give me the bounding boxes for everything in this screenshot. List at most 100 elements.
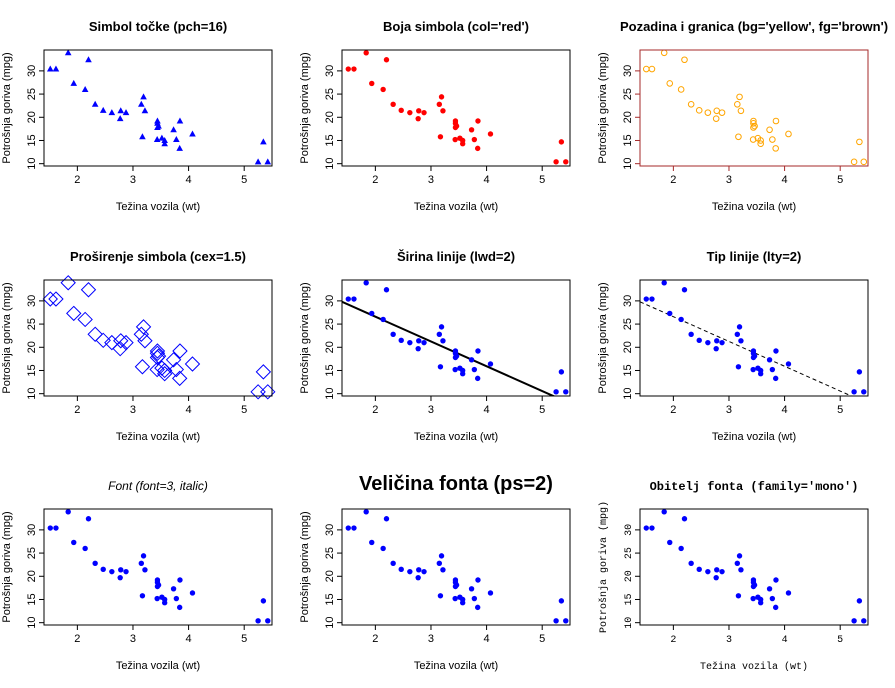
data-point [735,364,742,370]
y-tick-label: 15 [26,593,38,605]
x-tick-label: 3 [130,174,136,186]
data-point [487,131,494,137]
data-point [52,65,60,72]
plot-frame [341,49,571,167]
data-point [109,568,115,575]
y-tick-label: 30 [324,65,336,77]
x-tick-label: 5 [837,404,843,416]
data-point [82,545,88,552]
data-point [104,334,120,351]
data-point [255,618,261,624]
data-point [487,361,494,367]
data-point [436,560,443,566]
data-point [677,86,685,93]
data-point [250,384,266,400]
data-point [154,577,161,583]
y-tick-label: 10 [324,617,336,629]
y-tick-label: 30 [26,524,38,536]
data-point [471,595,478,602]
x-axis-label: Težina vozila (wt) [712,431,796,443]
y-tick-label: 10 [622,388,634,400]
y-tick-label: 20 [624,570,635,582]
x-tick-label: 2 [372,404,378,416]
data-point [563,618,569,624]
data-point [65,509,71,515]
y-tick-label: 20 [324,341,336,353]
x-tick-label: 5 [837,174,843,186]
x-tick-label: 4 [484,404,490,416]
data-point [452,124,459,131]
panel-title: Boja simbola (col='red') [383,19,529,34]
y-tick-label: 30 [624,524,635,536]
data-point [265,618,271,624]
data-point [47,525,53,531]
data-point [468,357,475,363]
data-point [696,337,702,344]
x-tick-label: 3 [428,633,434,645]
y-tick-label: 25 [324,547,336,559]
data-point [474,604,481,611]
data-point [440,338,446,344]
data-point [351,296,357,302]
y-axis-label: Potrošnja goriva (mpg) [1,511,13,622]
data-point [643,296,649,302]
data-point [860,158,868,166]
data-point [189,590,196,596]
data-point [661,280,667,286]
data-point [168,361,185,378]
data-point [173,136,180,143]
data-point [440,108,446,114]
x-tick-label: 4 [186,404,192,416]
data-point [260,138,267,145]
data-point [369,539,375,546]
data-point [134,359,151,375]
data-point [773,348,779,354]
x-tick-label: 3 [428,404,434,416]
y-axis-label: Potrošnja goriva (mpg) [299,52,311,163]
data-point [712,115,720,122]
x-tick-label: 5 [539,174,545,186]
y-tick-label: 15 [324,593,336,605]
data-point [766,126,773,134]
data-point [766,586,773,592]
data-point [173,595,180,602]
data-point [113,333,129,349]
data-point [95,332,111,349]
data-point [260,384,276,400]
data-point [757,596,764,603]
data-point [140,93,147,100]
y-tick-label: 25 [622,318,634,330]
y-tick-label: 20 [324,570,336,582]
data-point [123,568,129,575]
data-point [766,357,773,363]
data-point [769,595,776,602]
x-axis-label: Težina vozila (wt) [700,661,808,673]
y-axis-label: Potrošnja goriva (mpg) [1,52,13,163]
data-point [380,545,386,552]
x-axis-label: Težina vozila (wt) [116,431,200,443]
data-point [421,109,427,116]
data-point [736,553,743,559]
y-axis-label: Potrošnja goriva (mpg) [1,282,13,393]
data-point [87,326,103,342]
panel-2: Boja simbola (col='red') 2 3 4 5 10 15 20 25 30 Te… [299,19,571,213]
data-point [772,604,779,611]
data-point [116,115,124,122]
data-point [390,331,396,337]
y-tick-label: 20 [622,111,634,123]
x-tick-label: 5 [539,404,545,416]
data-point [161,136,168,143]
data-point [769,136,776,143]
data-point [161,140,168,147]
data-point [407,109,413,116]
data-point [681,516,688,522]
data-point [452,366,458,373]
data-point [165,352,182,368]
data-point [643,525,649,531]
data-point [71,539,77,546]
data-point [264,158,272,165]
data-point [440,567,446,573]
y-tick-label: 25 [324,88,336,100]
data-point [108,109,116,116]
data-point [735,593,742,599]
